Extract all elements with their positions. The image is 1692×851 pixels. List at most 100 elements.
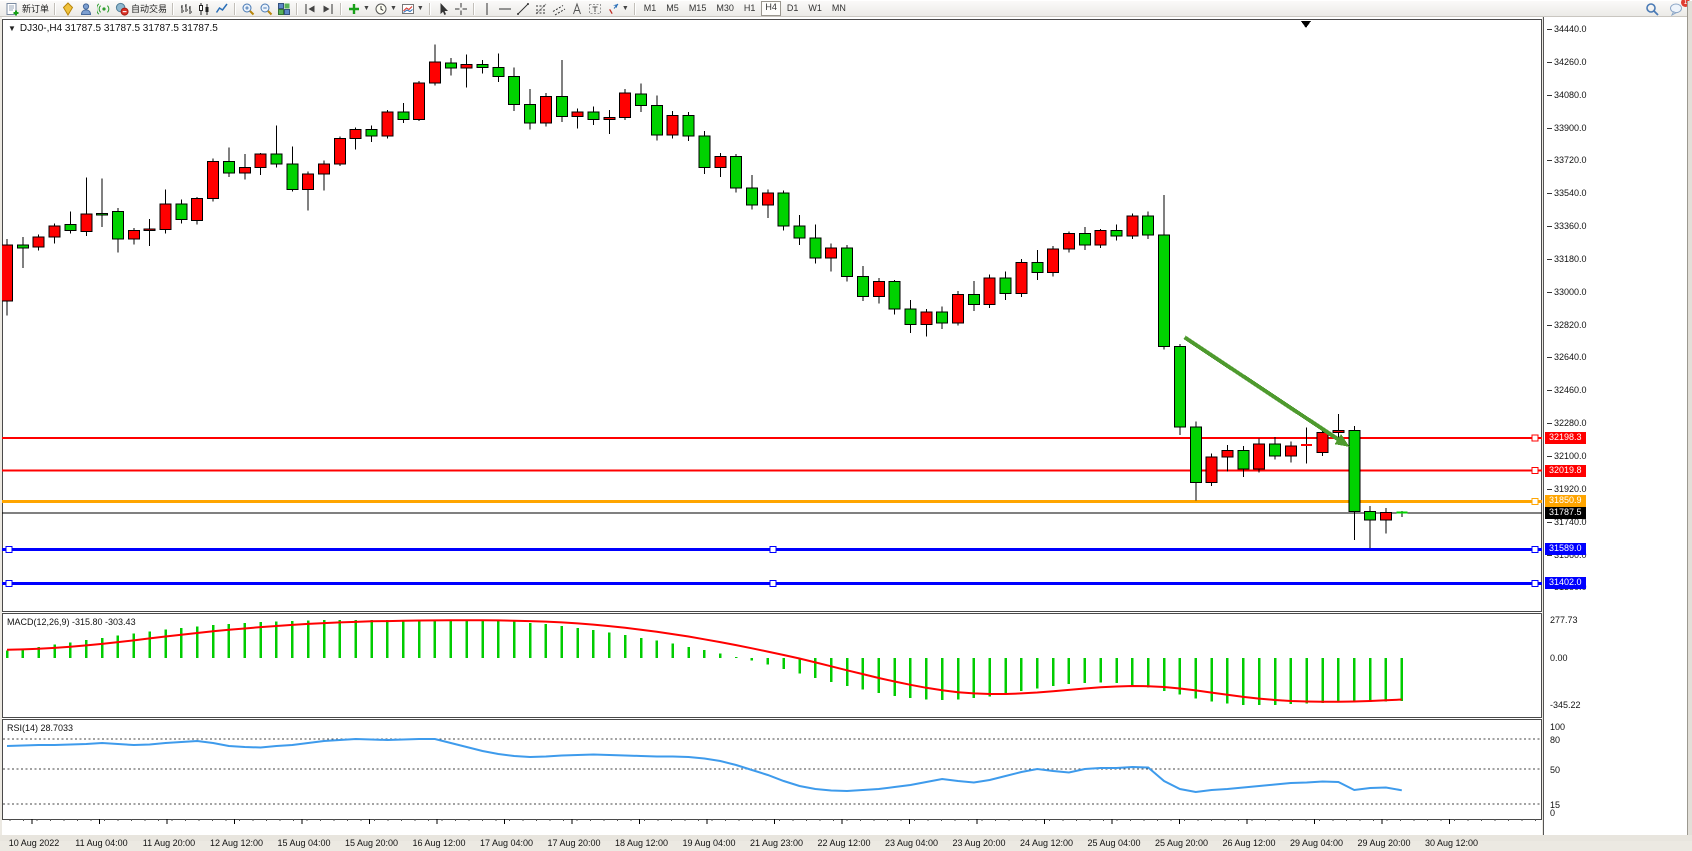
toolbar-separator bbox=[234, 2, 237, 15]
cursor-button[interactable] bbox=[434, 1, 452, 16]
timeframe-button-m15[interactable]: M15 bbox=[688, 3, 707, 13]
timeframe-button-m30[interactable]: M30 bbox=[716, 3, 734, 13]
bar-chart-button[interactable] bbox=[177, 1, 195, 16]
toolbar-right-group: 1 bbox=[1642, 0, 1692, 16]
new-order-button-label: 新订单 bbox=[22, 4, 50, 14]
candle-body bbox=[1221, 450, 1234, 458]
price-axis-label: 33180.0 bbox=[1547, 254, 1587, 264]
resistance-line-lower-price-tag: 32019.8 bbox=[1545, 465, 1586, 477]
candle-body bbox=[1316, 431, 1329, 453]
trend-arrow-head[interactable] bbox=[1334, 434, 1350, 447]
label-button[interactable] bbox=[586, 1, 604, 16]
indicators-button[interactable]: ▼ bbox=[345, 1, 372, 16]
zoom-in-icon bbox=[242, 3, 255, 15]
toolbar-separator bbox=[296, 2, 299, 15]
timeframe-button-mn[interactable]: MN bbox=[831, 3, 846, 13]
line-handle[interactable] bbox=[769, 545, 777, 553]
template-icon bbox=[401, 3, 414, 14]
candle-body bbox=[428, 61, 441, 84]
crosshair-button[interactable] bbox=[452, 1, 470, 16]
chevron-down-icon[interactable]: ▼ bbox=[389, 5, 397, 12]
timeframe-button-d1[interactable]: D1 bbox=[786, 3, 799, 13]
line-handle[interactable] bbox=[1531, 434, 1539, 442]
chevron-down-icon[interactable]: ▼ bbox=[363, 5, 370, 12]
autoscroll-icon bbox=[305, 3, 315, 14]
price-axis-label: 34260.0 bbox=[1547, 57, 1587, 67]
signal-icon bbox=[97, 2, 110, 15]
price-axis[interactable]: 34440.0 34260.0 34080.0 33900.0 33720.0 33540… bbox=[1543, 17, 1687, 835]
rsi-axis-label: 80 bbox=[1550, 735, 1561, 745]
candle-body bbox=[111, 210, 124, 240]
chart-candles-icon bbox=[199, 2, 209, 15]
chart-pane bbox=[2, 719, 1542, 820]
chat-button[interactable]: 1 bbox=[1666, 0, 1690, 16]
line-handle[interactable] bbox=[5, 545, 13, 553]
candle-body bbox=[16, 244, 29, 249]
candle-body bbox=[1094, 230, 1107, 246]
line-handle[interactable] bbox=[5, 579, 13, 587]
chevron-down-icon[interactable]: ▼ bbox=[621, 5, 629, 12]
tile-windows-button[interactable] bbox=[275, 1, 293, 16]
timeframe-button-w1[interactable]: W1 bbox=[808, 3, 822, 13]
toolbar-separator bbox=[633, 2, 636, 15]
candle-body bbox=[856, 275, 869, 297]
candle-body bbox=[508, 75, 521, 106]
candle-body bbox=[397, 111, 410, 120]
line-handle[interactable] bbox=[1531, 467, 1539, 475]
auto-scroll-button[interactable] bbox=[301, 1, 319, 16]
search-button[interactable] bbox=[1642, 1, 1662, 16]
price-axis-label: 33000.0 bbox=[1547, 287, 1587, 297]
toolbar-separator bbox=[172, 2, 175, 15]
line-chart-button[interactable] bbox=[213, 1, 231, 16]
line-handle[interactable] bbox=[1531, 545, 1539, 553]
price-axis-label: 33540.0 bbox=[1547, 188, 1587, 198]
candle-body bbox=[587, 111, 600, 120]
chart-shift-marker-icon[interactable] bbox=[1301, 21, 1311, 28]
line-handle[interactable] bbox=[1531, 497, 1539, 505]
timeframe-button-h1[interactable]: H1 bbox=[743, 3, 756, 13]
new-order-button[interactable]: 新订单 bbox=[4, 1, 51, 16]
line-handle[interactable] bbox=[1531, 579, 1539, 587]
arrows-button[interactable]: ▼ bbox=[604, 1, 631, 16]
candle-body bbox=[1253, 443, 1266, 470]
text-a-icon bbox=[572, 1, 581, 14]
candle-body bbox=[888, 281, 901, 310]
chevron-down-icon[interactable]: ▼ bbox=[416, 5, 424, 12]
line-handle[interactable] bbox=[769, 579, 777, 587]
timeframe-button-m5[interactable]: M5 bbox=[666, 3, 679, 13]
channel-button[interactable] bbox=[550, 1, 568, 16]
candle-body bbox=[64, 223, 77, 232]
timeframe-button-m1[interactable]: M1 bbox=[643, 3, 657, 13]
candle-body bbox=[127, 230, 140, 240]
metaeditor-button[interactable] bbox=[59, 1, 77, 16]
candlestick-chart-button[interactable] bbox=[195, 1, 213, 16]
fibonacci-button[interactable] bbox=[532, 1, 550, 16]
market-watch-button[interactable] bbox=[77, 1, 95, 16]
candle-body bbox=[270, 153, 283, 165]
timeframe-button-h4[interactable]: H4 bbox=[761, 1, 781, 16]
symbol-dropdown-icon[interactable]: ▼ bbox=[8, 24, 16, 33]
candle-body bbox=[1062, 232, 1075, 250]
templates-button[interactable]: ▼ bbox=[399, 1, 426, 16]
zoom-in-button[interactable] bbox=[239, 1, 257, 16]
time-axis[interactable]: 10 Aug 2022 11 Aug 04:00 11 Aug 20:00 12 Au… bbox=[4, 835, 1544, 851]
periods-button[interactable]: ▼ bbox=[372, 1, 399, 16]
trendline-button[interactable] bbox=[514, 1, 532, 16]
signals-button[interactable] bbox=[95, 1, 113, 16]
vertical-line-button[interactable] bbox=[478, 1, 496, 16]
crosshair-icon bbox=[454, 2, 467, 15]
candle-body bbox=[730, 156, 743, 189]
text-button[interactable] bbox=[568, 1, 586, 16]
macd-signal-line bbox=[6, 619, 1402, 703]
candle-body bbox=[1031, 262, 1044, 274]
horizontal-line-button[interactable] bbox=[496, 1, 514, 16]
autotrading-button[interactable]: 自动交易 bbox=[113, 1, 169, 16]
candle-body bbox=[714, 156, 727, 169]
candle-body bbox=[809, 237, 822, 259]
support-line-orange-price-tag: 31850.9 bbox=[1545, 495, 1586, 507]
zoom-out-button[interactable] bbox=[257, 1, 275, 16]
chart-shift-button[interactable] bbox=[319, 1, 337, 16]
trend-arrow-object[interactable] bbox=[1183, 335, 1339, 441]
candle-body bbox=[1284, 445, 1297, 457]
new-order-icon bbox=[6, 2, 19, 15]
